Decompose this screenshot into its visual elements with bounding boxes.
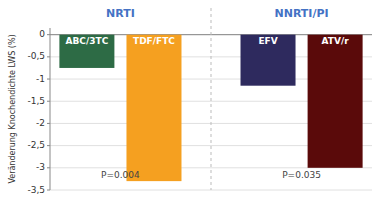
p-value: P=0.035: [282, 170, 321, 180]
category-label: ATV/r: [322, 36, 350, 46]
tick-label: -2,5: [27, 140, 45, 150]
axis-title: Veränderung Knochendichte LWS (%): [8, 34, 17, 183]
group-header: NRTI: [106, 7, 135, 20]
bar: [59, 35, 114, 68]
tick-label: -2: [36, 118, 45, 128]
category-label: TDF/FTC: [133, 36, 175, 46]
p-value: P=0.004: [101, 170, 140, 180]
category-label: EFV: [258, 36, 277, 46]
group-header: NNRTI/PI: [274, 7, 328, 20]
category-label: ABC/3TC: [66, 36, 109, 46]
tick-label: -1: [36, 74, 45, 84]
axis-line: [50, 28, 51, 190]
tick-label: -3: [36, 162, 45, 172]
bar: [126, 35, 181, 181]
group-separator: [211, 8, 212, 190]
labels: ABC/3TC TDF/FTC EFV ATV/r NRTI NNRTI/PI P=0.00…: [66, 7, 350, 180]
tick-label: -1,5: [27, 96, 45, 106]
y-axis: 0 -0,5 -1 -1,5 -2 -2,5 -3 -3,5: [27, 28, 372, 195]
bar: [241, 35, 296, 86]
tick-label: -0,5: [27, 51, 45, 61]
tick-label: -3,5: [27, 185, 45, 195]
bar: [308, 35, 363, 168]
chart: 0 -0,5 -1 -1,5 -2 -2,5 -3 -3,5 Veränderung Knoch…: [0, 0, 380, 198]
tick-label: 0: [39, 29, 45, 39]
